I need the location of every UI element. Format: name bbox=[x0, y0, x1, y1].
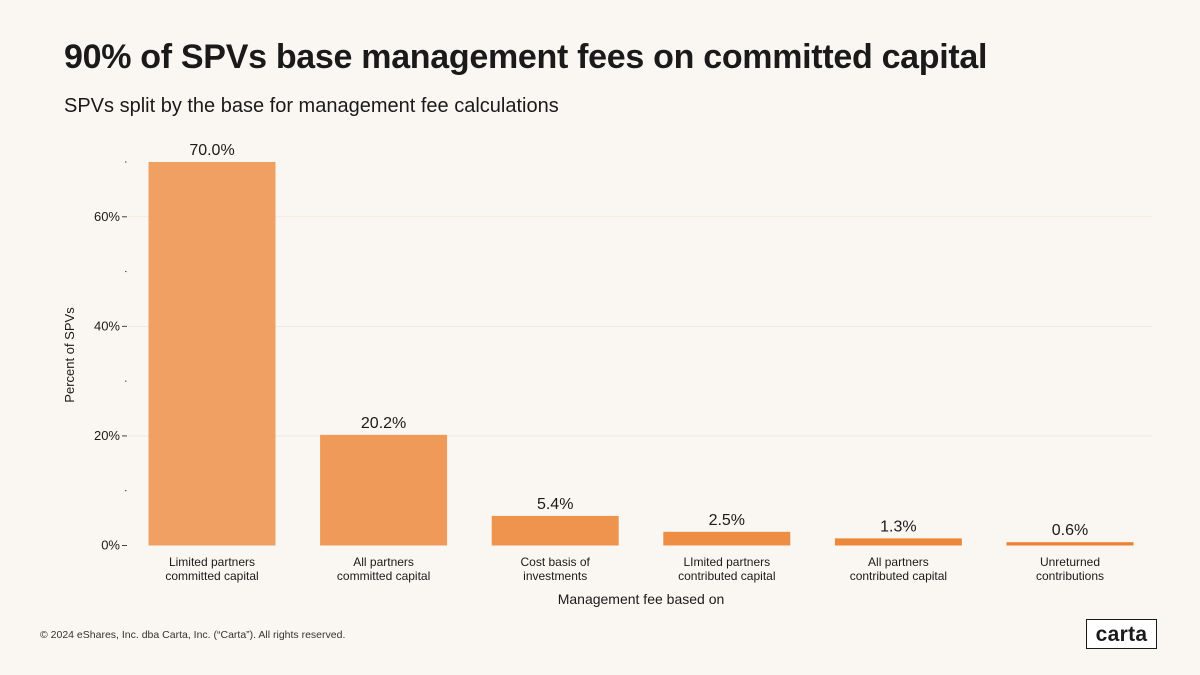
x-tick-label: Unreturned bbox=[1040, 555, 1100, 569]
carta-logo-text: carta bbox=[1095, 622, 1148, 646]
bars bbox=[148, 162, 1134, 546]
bar bbox=[663, 531, 791, 546]
x-tick-label: committed capital bbox=[165, 569, 258, 583]
bar bbox=[491, 515, 619, 546]
copyright-footer: © 2024 eShares, Inc. dba Carta, Inc. (“C… bbox=[40, 629, 346, 641]
x-tick-label: Limited partners bbox=[169, 555, 255, 569]
data-label: 20.2% bbox=[361, 415, 406, 432]
data-label: 1.3% bbox=[880, 518, 916, 535]
x-tick-label: LImited partners bbox=[683, 555, 770, 569]
bar bbox=[320, 434, 448, 546]
y-tick-label: 40% bbox=[94, 318, 120, 333]
x-tick-label: All partners bbox=[868, 555, 929, 569]
y-tick-label: 60% bbox=[94, 209, 120, 224]
grid-lines bbox=[128, 216, 1152, 437]
carta-logo: carta bbox=[1086, 619, 1157, 649]
chart-subtitle: SPVs split by the base for management fe… bbox=[64, 95, 559, 117]
x-axis-label: Management fee based on bbox=[558, 591, 725, 607]
bar bbox=[1006, 542, 1134, 546]
x-tick-label: Cost basis of bbox=[521, 555, 591, 569]
data-labels: 70.0% 20.2% 5.4% 2.5% 1.3% 0.6% bbox=[189, 142, 1088, 539]
bar bbox=[148, 162, 276, 546]
x-tick-label: contributed capital bbox=[678, 569, 775, 583]
x-tick-label: investments bbox=[523, 569, 587, 583]
data-label: 5.4% bbox=[537, 496, 573, 513]
data-label: 2.5% bbox=[709, 512, 745, 529]
chart-title: 90% of SPVs base management fees on comm… bbox=[64, 38, 988, 76]
y-axis-label: Percent of SPVs bbox=[62, 307, 77, 403]
x-tick-label: All partners bbox=[353, 555, 414, 569]
bar bbox=[834, 538, 962, 546]
data-label: 70.0% bbox=[189, 142, 234, 159]
y-tick-label: 20% bbox=[94, 428, 120, 443]
x-tick-label: contributions bbox=[1036, 569, 1104, 583]
y-tick-label: 0% bbox=[101, 538, 120, 553]
y-axis: 0% 20% 40% 60% bbox=[94, 161, 127, 553]
x-tick-label: contributed capital bbox=[850, 569, 947, 583]
data-label: 0.6% bbox=[1052, 522, 1088, 539]
x-tick-label: committed capital bbox=[337, 569, 430, 583]
